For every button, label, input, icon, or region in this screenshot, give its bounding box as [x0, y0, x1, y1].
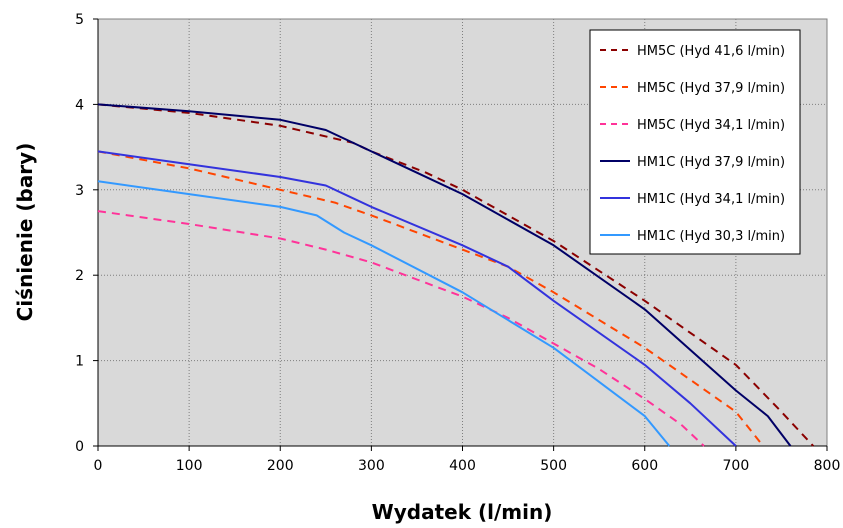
y-tick-label: 0	[75, 439, 84, 455]
series-line-3	[97, 210, 705, 447]
x-axis-title: Wydatek (l/min)	[372, 500, 553, 524]
legend-label: HM1C (Hyd 34,1 l/min)	[637, 192, 785, 207]
series-line-6	[97, 180, 671, 447]
legend-box	[589, 29, 801, 255]
x-tick-label: 800	[814, 458, 841, 474]
x-tick-label: 0	[94, 458, 103, 474]
x-tick-label: 300	[358, 458, 385, 474]
y-tick-label: 1	[75, 354, 84, 370]
y-tick-label: 2	[75, 268, 84, 284]
y-tick-label: 4	[75, 97, 84, 113]
legend-label: HM5C (Hyd 41,6 l/min)	[637, 44, 785, 59]
series-line-4	[97, 103, 792, 447]
series-group	[97, 103, 815, 447]
axes: 0 100 200 300 400 500 600 700 800 0 1 2 3 4 5	[75, 12, 840, 474]
legend-label: HM5C (Hyd 37,9 l/min)	[637, 81, 785, 96]
x-tick-label: 600	[631, 458, 658, 474]
series-line-2	[97, 150, 764, 447]
x-tick-label: 700	[723, 458, 750, 474]
legend: HM5C (Hyd 41,6 l/min) HM5C (Hyd 37,9 l/mi…	[589, 29, 801, 255]
x-tick-label: 500	[540, 458, 567, 474]
y-axis-title: Ciśnienie (bary)	[13, 143, 37, 322]
legend-label: HM5C (Hyd 34,1 l/min)	[637, 118, 785, 133]
series-line-5	[97, 150, 737, 447]
x-tick-label: 400	[449, 458, 476, 474]
x-tick-label: 200	[267, 458, 294, 474]
y-tick-label: 3	[75, 183, 84, 199]
legend-label: HM1C (Hyd 30,3 l/min)	[637, 229, 785, 244]
legend-label: HM1C (Hyd 37,9 l/min)	[637, 155, 785, 170]
series-line-1	[97, 103, 815, 447]
x-tick-label: 100	[176, 458, 203, 474]
y-tick-label: 5	[75, 12, 84, 28]
